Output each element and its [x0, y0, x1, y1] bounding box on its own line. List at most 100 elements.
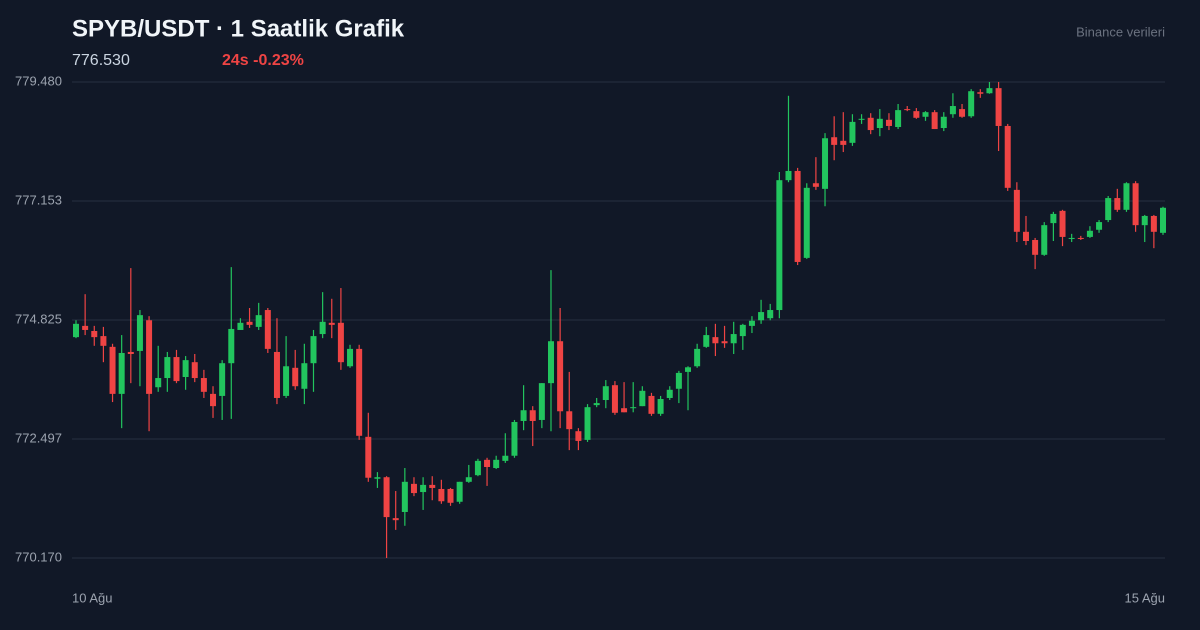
- candle-body: [712, 337, 719, 344]
- candle-body: [429, 484, 436, 488]
- candle-body: [210, 393, 217, 407]
- last-price: 776.530: [72, 52, 130, 69]
- candle-body: [767, 310, 774, 319]
- candle-body: [557, 341, 564, 412]
- candle-body: [1004, 125, 1011, 188]
- y-tick-label: 777.153: [15, 192, 62, 207]
- y-tick-label: 770.170: [15, 549, 62, 564]
- y-tick-label: 772.497: [15, 430, 62, 445]
- candle-body: [867, 117, 874, 131]
- candle-body: [447, 488, 454, 503]
- candle-body: [904, 109, 911, 111]
- candle-body: [155, 378, 162, 388]
- candle-body: [374, 477, 381, 479]
- candle-body: [995, 88, 1002, 126]
- candle-body: [703, 335, 710, 347]
- candle-body: [831, 137, 838, 145]
- candle-body: [310, 336, 317, 364]
- candle-body: [264, 310, 271, 349]
- candle-body: [273, 351, 280, 398]
- candle-body: [456, 481, 463, 502]
- candle-body: [1114, 198, 1121, 210]
- candle-body: [1059, 210, 1066, 237]
- candle-body: [822, 138, 829, 189]
- candle-body: [895, 110, 902, 127]
- candle-body: [410, 483, 417, 494]
- candle-body: [666, 389, 673, 398]
- candle-body: [465, 477, 472, 482]
- candle-body: [1105, 198, 1112, 221]
- candle-body: [228, 328, 235, 364]
- candle-body: [136, 315, 143, 351]
- candle-body: [1132, 183, 1139, 226]
- candle-body: [593, 403, 600, 406]
- candle-body: [356, 348, 363, 436]
- grid: 779.480 777.153 774.825 772.497 770.170 10 Ağ…: [15, 73, 1165, 605]
- candle-body: [748, 320, 755, 326]
- candle-body: [401, 481, 408, 512]
- candle-body: [511, 422, 518, 456]
- candle-body: [420, 484, 427, 493]
- candle-body: [182, 360, 189, 378]
- candle-body: [602, 386, 609, 401]
- candle-body: [118, 352, 125, 394]
- candle-body: [502, 455, 509, 461]
- candles: [73, 82, 1166, 558]
- candle-body: [566, 411, 573, 430]
- candle-body: [721, 341, 728, 344]
- candle-body: [849, 121, 856, 143]
- candle-body: [1096, 222, 1103, 230]
- candle-body: [1022, 231, 1029, 242]
- candle-body: [493, 459, 500, 469]
- candle-body: [675, 372, 682, 389]
- candle-body: [977, 92, 984, 94]
- candle-body: [959, 109, 966, 117]
- candle-body: [1032, 239, 1039, 255]
- candle-body: [739, 324, 746, 337]
- candle-body: [840, 140, 847, 145]
- source-label: Binance verileri: [1076, 24, 1165, 39]
- candle-body: [1041, 225, 1048, 255]
- y-tick-label: 779.480: [15, 73, 62, 88]
- candle-body: [1077, 237, 1084, 239]
- candle-body: [922, 112, 929, 117]
- candle-body: [730, 334, 737, 344]
- candle-body: [319, 321, 326, 335]
- candle-body: [803, 187, 810, 258]
- candle-body: [146, 320, 153, 394]
- candle-body: [876, 118, 883, 129]
- candle-body: [657, 398, 664, 414]
- candle-body: [785, 170, 792, 181]
- candle-body: [347, 348, 354, 367]
- candle-body: [127, 351, 134, 354]
- candle-body: [538, 383, 545, 420]
- candle-body: [337, 322, 344, 363]
- candle-body: [237, 322, 244, 330]
- candle-body: [940, 116, 947, 129]
- candle-body: [73, 323, 79, 338]
- candle-body: [246, 321, 253, 325]
- candle-body: [949, 106, 956, 115]
- candle-body: [794, 170, 801, 262]
- candle-body: [694, 348, 701, 367]
- candle-body: [91, 330, 98, 338]
- candle-body: [931, 112, 938, 130]
- y-tick-label: 774.825: [15, 311, 62, 326]
- candle-body: [986, 88, 993, 94]
- candle-body: [328, 322, 335, 325]
- candle-body: [630, 407, 637, 409]
- candle-body: [164, 357, 171, 379]
- candle-body: [639, 390, 646, 407]
- candle-body: [1141, 215, 1148, 226]
- candle-body: [685, 367, 692, 372]
- candle-body: [191, 362, 198, 379]
- candle-body: [438, 488, 445, 502]
- candle-body: [365, 436, 372, 478]
- candle-body: [1050, 213, 1057, 224]
- x-tick-label: 15 Ağu: [1125, 590, 1166, 605]
- candle-body: [392, 518, 399, 521]
- x-tick-label: 10 Ağu: [72, 590, 113, 605]
